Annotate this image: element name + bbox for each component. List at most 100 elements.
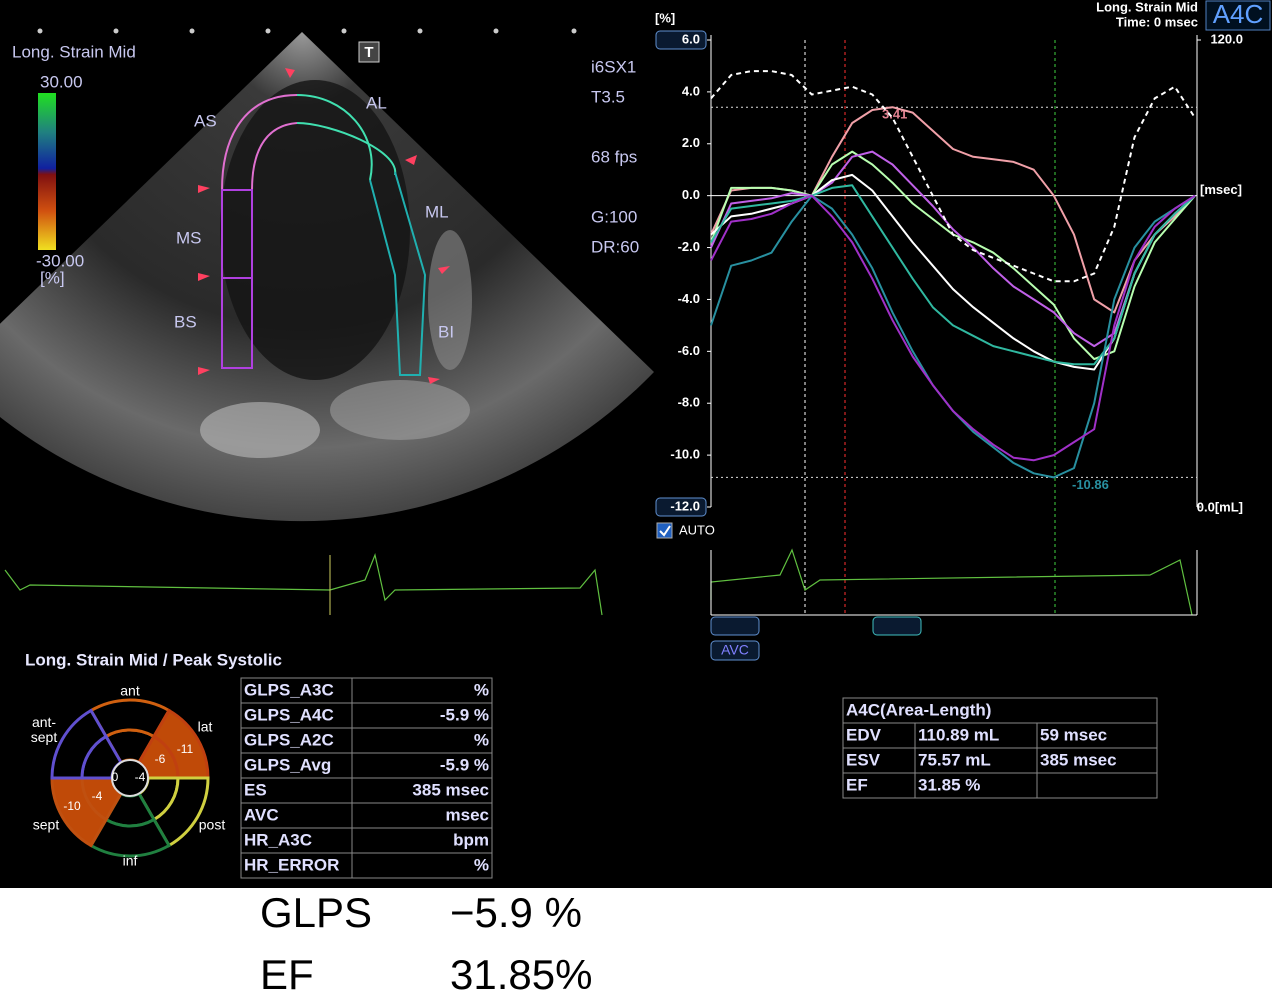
cell-label: GLPS_Avg	[244, 755, 331, 774]
cell-value: -5.9 %	[440, 755, 489, 774]
range-box	[655, 497, 707, 517]
bullseye-segment	[88, 817, 172, 858]
bullseye-label: inf	[123, 853, 138, 869]
segment-label: MS	[176, 228, 202, 247]
strain-curve	[710, 184, 1196, 366]
cell-value: -5.9 %	[440, 705, 489, 724]
cell-label: HR_A3C	[244, 830, 312, 849]
table-row	[240, 852, 493, 879]
cell-text: 59 msec	[1040, 725, 1107, 744]
summary-value: −5.9 %	[450, 889, 582, 936]
header-time: Time: 0 msec	[1116, 14, 1198, 29]
cell-text: EF	[846, 775, 868, 794]
echo-blob	[428, 230, 472, 370]
y-tick-label: 6.0	[682, 31, 700, 46]
y-tick-label: 4.0	[682, 83, 700, 98]
auto-checkbox[interactable]	[656, 522, 673, 539]
cell-value: 385 msec	[412, 780, 489, 799]
cavity	[220, 80, 410, 380]
roi	[221, 94, 427, 376]
avc-label: AVC	[721, 642, 749, 658]
bullseye-segment	[88, 698, 172, 739]
cell-label: GLPS_A2C	[244, 730, 334, 749]
strain-curve	[710, 150, 1196, 348]
setting: i6SX1	[591, 57, 636, 76]
markers	[198, 68, 450, 384]
table-title: A4C(Area-Length)	[846, 700, 991, 719]
y2-tick-label: 0.0[mL]	[1197, 499, 1243, 514]
bullseye-label: sept	[33, 817, 60, 833]
summary-label: EF	[260, 951, 314, 998]
range-box	[655, 30, 707, 50]
cell-label: GLPS_A4C	[244, 705, 334, 724]
cell-text: 385 msec	[1040, 750, 1117, 769]
bullseye-value: -11	[177, 742, 194, 756]
clip-button[interactable]	[710, 616, 760, 636]
cell-text: 110.89 mL	[918, 725, 999, 744]
bullseye-value: -4	[135, 770, 146, 784]
y-tick-label: -4.0	[678, 291, 700, 306]
mode-label: Long. Strain Mid	[12, 42, 136, 61]
y-tick-label: -10.0	[670, 447, 700, 462]
summary-value: 31.85%	[450, 951, 592, 998]
check	[659, 525, 671, 537]
summary-label: GLPS	[260, 889, 372, 936]
bullseye-segment	[50, 708, 109, 780]
y2-tick-label: 120.0	[1210, 31, 1243, 46]
bullseye-segment	[151, 708, 210, 780]
cell-text: 31.85 %	[918, 775, 980, 794]
bullseye-value: 0	[112, 770, 119, 784]
bullseye-label: ant-sept	[31, 714, 58, 745]
header-title: Long. Strain Mid	[1096, 0, 1198, 14]
volume-curve	[710, 70, 1196, 283]
y-tick-label: -12.0	[670, 498, 700, 513]
y-tick-label: -6.0	[678, 343, 700, 358]
segment-label: BI	[438, 322, 454, 341]
view-box	[1205, 0, 1271, 31]
cell-text: ESV	[846, 750, 881, 769]
cell-value: bpm	[453, 830, 489, 849]
color-bar	[38, 93, 56, 250]
cell-value: %	[474, 730, 489, 749]
table-cell	[1036, 772, 1158, 799]
t-icon-box	[358, 41, 380, 63]
setting: T3.5	[591, 87, 625, 106]
scale-max: 30.00	[40, 72, 83, 91]
bullseye-value: -10	[63, 799, 81, 813]
ecg-left	[4, 552, 603, 616]
bullseye-value: -4	[92, 789, 103, 803]
cell-label: GLPS_A3C	[244, 680, 334, 699]
setting: 68 fps	[591, 147, 637, 166]
bullseye-segment	[50, 776, 109, 848]
y-unit: [%]	[655, 10, 675, 25]
segment-label: BS	[174, 312, 197, 331]
cell-value: %	[474, 855, 489, 874]
segment-label: AL	[366, 93, 387, 112]
segment-label: ML	[425, 202, 449, 221]
avc-button[interactable]	[710, 640, 760, 661]
cell-label: HR_ERROR	[244, 855, 339, 874]
scale-unit: [%]	[40, 268, 65, 287]
bullseye-value: -6	[155, 752, 166, 766]
bullseye-label: ant	[120, 683, 140, 699]
y-tick-label: -8.0	[678, 395, 700, 410]
echo-blob	[330, 380, 470, 440]
view-label: A4C	[1213, 0, 1264, 29]
peak-label: -10.86	[1072, 477, 1109, 492]
strain-curve	[710, 194, 1196, 462]
segment-label: AS	[194, 111, 217, 130]
bullseye-apex	[111, 759, 149, 797]
bullseye-title: Long. Strain Mid / Peak Systolic	[25, 650, 282, 669]
y-tick-label: 2.0	[682, 135, 700, 150]
depth-dots	[37, 28, 577, 34]
echo-blob	[200, 402, 320, 458]
setting: G:100	[591, 207, 637, 226]
y-tick-label: 0.0	[682, 187, 700, 202]
cell-text: EDV	[846, 725, 882, 744]
auto-label: AUTO	[679, 522, 715, 537]
bullseye-segment	[151, 776, 210, 848]
cell-value: msec	[446, 805, 489, 824]
clip-button[interactable]	[872, 616, 922, 636]
cell-label: ES	[244, 780, 267, 799]
